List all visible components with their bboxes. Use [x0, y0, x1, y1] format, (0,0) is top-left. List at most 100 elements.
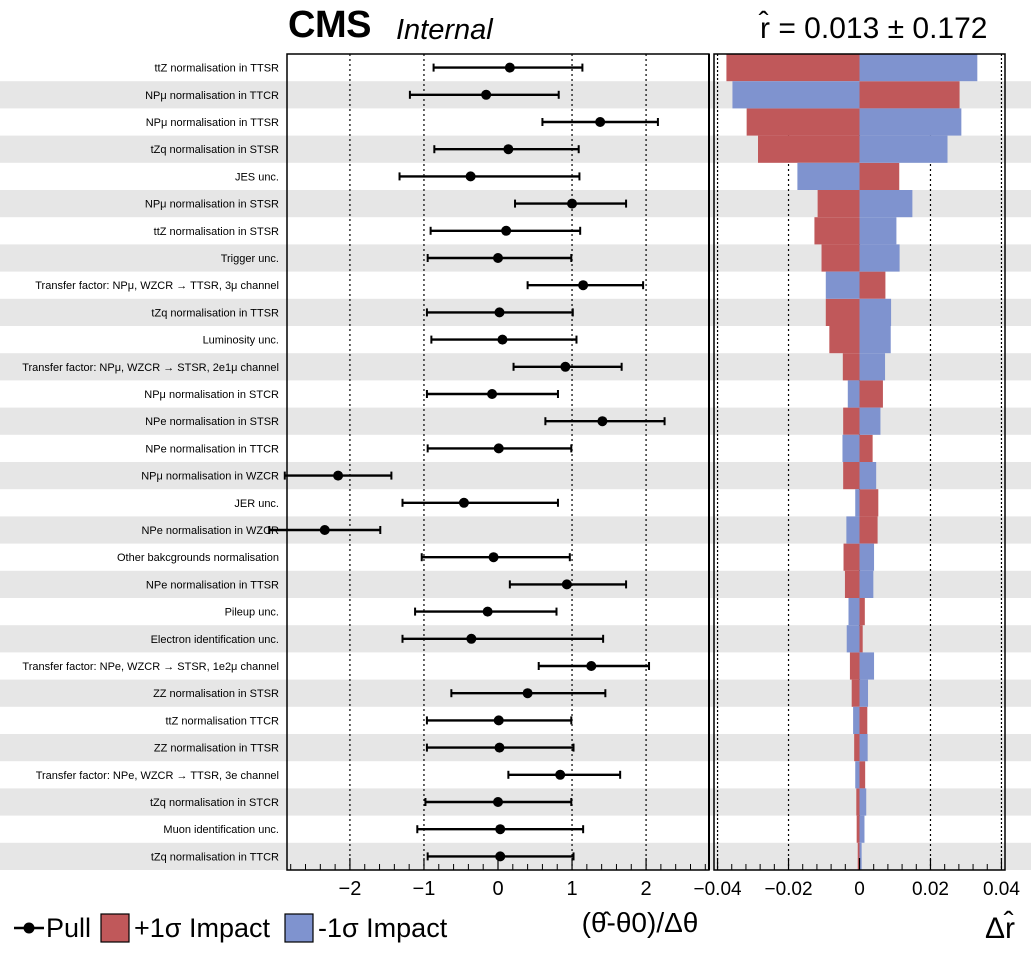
parameter-label: tZq normalisation in STSR: [151, 144, 279, 156]
pull-point: [560, 361, 571, 372]
parameter-labels: ttZ normalisation in TTSR NPμ normalisati…: [22, 63, 279, 864]
down-impact-bar: [859, 462, 877, 490]
pull-point: [466, 633, 477, 644]
down-impact-bar: [859, 788, 867, 816]
legend-pull: Pull: [12, 908, 91, 948]
pull-point: [561, 579, 572, 590]
parameter-label: Transfer factor: NPe, WZCR → STSR, 1e2μ …: [22, 661, 279, 673]
pull-point: [319, 525, 330, 535]
down-impact-bar: [797, 162, 860, 190]
impact-tick-label: −0.04: [694, 879, 743, 900]
up-impact-bar: [842, 353, 860, 381]
up-impact-bar: [844, 570, 860, 598]
axis-ticks: −2 −1 0 1 2 −0.04 −0.02 0 0.02 0.04: [290, 858, 1020, 900]
pull-point: [522, 688, 533, 699]
pull-point: [333, 470, 344, 481]
up-impact-bar: [857, 842, 860, 870]
up-impact-bar: [821, 244, 860, 272]
legend-up-impact: +1σ Impact: [100, 908, 270, 948]
down-impact-bar: [846, 625, 860, 653]
up-impact-bar: [859, 598, 865, 626]
pull-point: [494, 307, 505, 318]
pull-point: [481, 89, 492, 100]
parameter-label: ttZ normalisation TTCR: [166, 715, 280, 727]
parameter-label: ZZ normalisation in TTSR: [154, 743, 279, 755]
parameter-label: Transfer factor: NPμ, WZCR → STSR, 2e1μ …: [22, 362, 279, 374]
pull-point: [493, 797, 503, 807]
pull-tick-label: −2: [339, 878, 362, 900]
fit-result: r̂ = 0.013 ± 0.172: [760, 12, 988, 45]
parameter-label: NPe normalisation in STSR: [145, 416, 279, 428]
down-impact-bar: [732, 81, 860, 109]
pull-point: [487, 389, 498, 399]
up-impact-bar: [849, 652, 860, 680]
pull-tick-label: 2: [641, 878, 652, 900]
down-impact-bar: [847, 380, 860, 408]
parameter-label: NPe normalisation in TTSR: [146, 579, 279, 591]
status-label: Internal: [396, 14, 493, 46]
parameter-label: Pileup unc.: [225, 607, 279, 619]
pull-tick-label: −1: [413, 878, 436, 900]
parameter-label: JER unc.: [234, 498, 279, 510]
pull-point: [493, 253, 503, 263]
impact-tick-label: 0: [854, 879, 865, 900]
pull-point: [497, 334, 508, 345]
up-impact-bar: [829, 326, 860, 354]
down-impact-bar: [859, 652, 875, 680]
down-impact-bar: [859, 135, 948, 163]
pull-point: [495, 824, 506, 835]
down-impact-bar: [859, 298, 892, 326]
down-impact-bar: [859, 407, 881, 435]
pull-point: [493, 715, 504, 726]
pull-point: [504, 62, 515, 73]
parameter-label: ttZ normalisation in TTSR: [154, 63, 279, 75]
up-impact-bar: [726, 54, 860, 82]
up-impact-bar: [859, 380, 883, 408]
parameter-label: NPe normalisation in WZCR: [141, 525, 279, 537]
impact-bars: [726, 54, 978, 870]
up-impact-bar: [859, 516, 878, 544]
parameter-label: JES unc.: [235, 171, 279, 183]
pull-marker-icon: [14, 922, 44, 934]
parameter-label: Trigger unc.: [221, 253, 279, 265]
parameter-label: ttZ normalisation in STSR: [154, 226, 279, 238]
up-impact-bar: [817, 190, 860, 218]
pull-point: [458, 497, 469, 508]
up-impact-bar: [856, 788, 860, 816]
parameter-label: Transfer factor: NPe, WZCR → TTSR, 3e ch…: [36, 770, 279, 782]
down-impact-bar: [859, 842, 862, 870]
down-impact-bar: [859, 326, 891, 354]
legend-pull-label: Pull: [46, 912, 92, 943]
down-impact-bar: [859, 570, 874, 598]
up-impact-swatch-icon: [100, 913, 130, 943]
down-impact-bar: [859, 679, 869, 707]
up-impact-bar: [859, 434, 873, 462]
down-impact-bar: [859, 217, 897, 245]
up-impact-bar: [843, 407, 860, 435]
parameter-label: NPe normalisation in TTCR: [145, 443, 279, 455]
down-impact-bar: [846, 516, 860, 544]
up-impact-bar: [854, 734, 860, 762]
parameter-label: NPμ normalisation in TTSR: [146, 117, 279, 129]
down-impact-bar: [859, 108, 962, 136]
up-impact-bar: [859, 706, 868, 734]
legend-down-impact: -1σ Impact: [284, 908, 447, 948]
pull-point: [578, 280, 589, 291]
parameter-label: Electron identification unc.: [151, 634, 279, 646]
pull-markers: [268, 62, 666, 862]
grid-lines: [349, 54, 1003, 870]
parameter-label: Transfer factor: NPμ, WZCR → TTSR, 3μ ch…: [35, 280, 279, 292]
parameter-label: NPμ normalisation in STCR: [144, 389, 279, 401]
up-impact-bar: [843, 543, 860, 571]
pull-axis-title: (θ̂-θ0)/Δθ: [582, 907, 699, 938]
down-impact-swatch-icon: [284, 913, 314, 943]
down-impact-bar: [859, 734, 868, 762]
pull-point: [555, 769, 566, 780]
down-impact-bar: [859, 190, 913, 218]
up-impact-bar: [859, 271, 886, 299]
down-impact-bar: [842, 434, 860, 462]
impact-tick-label: 0.04: [983, 879, 1020, 900]
parameter-label: tZq normalisation in TTCR: [151, 851, 279, 863]
parameter-label: Other bakcgrounds normalisation: [117, 552, 279, 564]
